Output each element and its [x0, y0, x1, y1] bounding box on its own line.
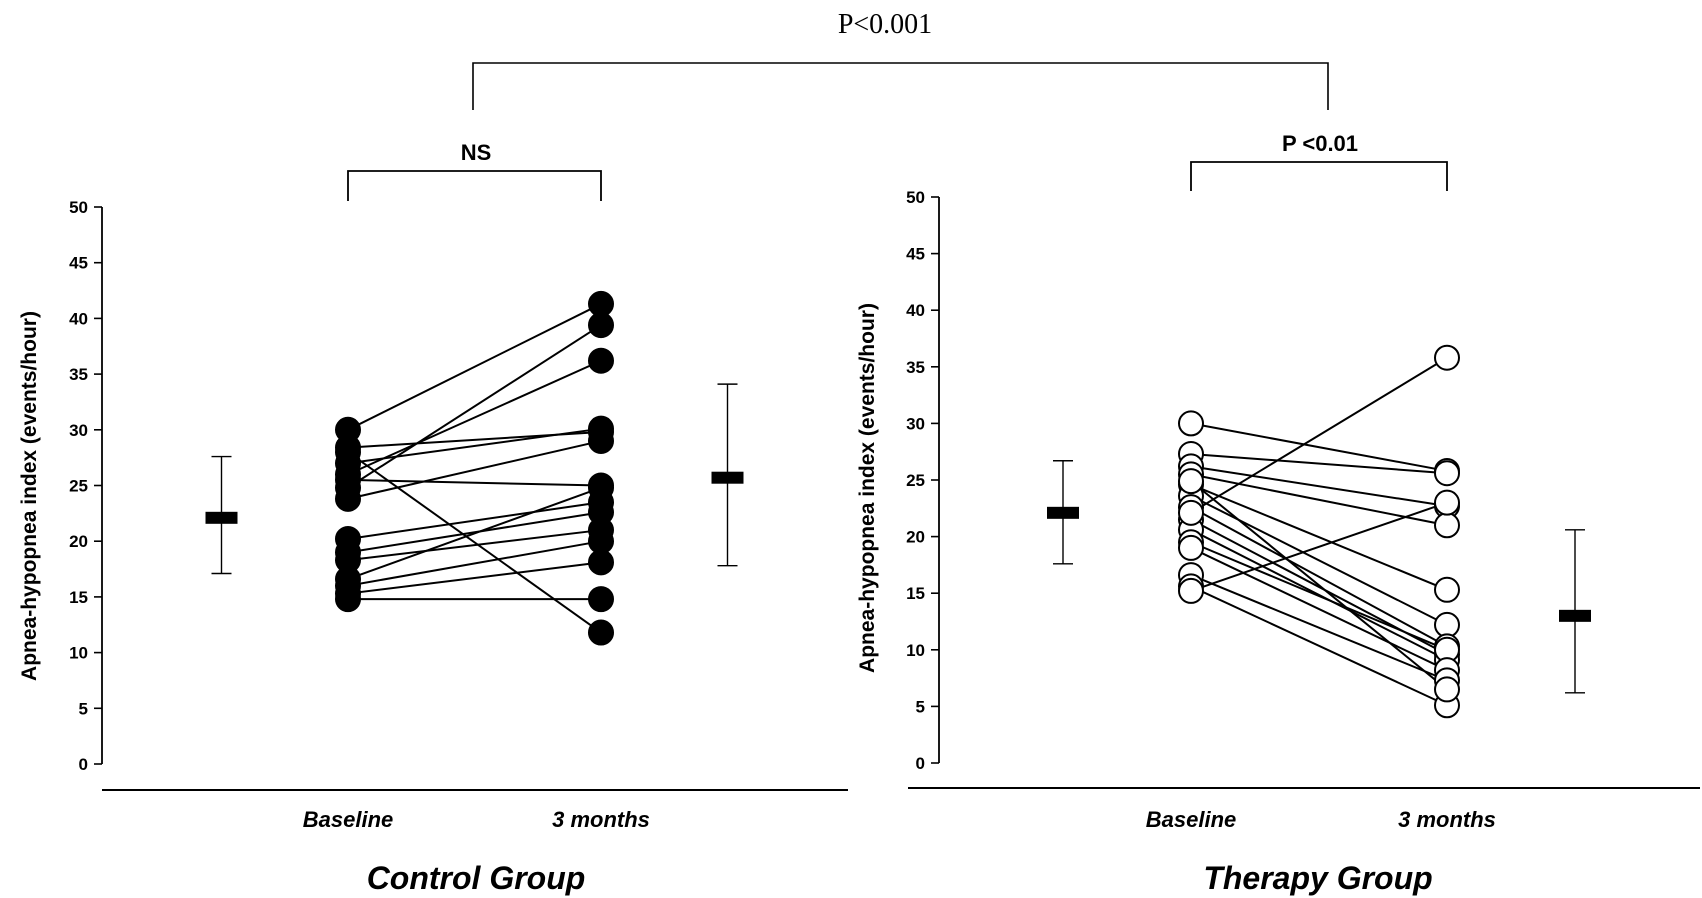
therapy-3-months-point [1434, 460, 1460, 487]
control-paired-line [347, 529, 602, 562]
therapy-baseline-point [1178, 577, 1204, 604]
therapy-paired-line [1190, 483, 1448, 591]
control-paired-line [347, 324, 602, 489]
therapy-paired-line [1190, 528, 1448, 661]
therapy-y-tick-label: 25 [906, 471, 925, 490]
therapy-y-tick-label: 10 [906, 641, 925, 660]
control-baseline-point [335, 485, 361, 512]
control-y-tick-label: 45 [69, 254, 88, 273]
control-baseline-summary-mean-marker [205, 511, 238, 524]
control-category-label: Baseline [303, 807, 394, 832]
therapy-y-tick-label: 45 [906, 245, 925, 264]
therapy-paired-line [1190, 452, 1448, 475]
overall-comparison-bracket [472, 62, 1329, 110]
control-paired-line [347, 486, 602, 581]
therapy-paired-line [1190, 574, 1448, 682]
therapy-3-months-point [1434, 576, 1460, 603]
control-3-months-point [588, 474, 614, 501]
control-category-label: 3 months [552, 807, 650, 832]
control-paired-line [347, 427, 602, 465]
control-group-panel: Control Group NS Apnea-hypopnea index (e… [18, 140, 848, 896]
overall-p-value-label: P<0.001 [838, 9, 932, 40]
therapy-paired-line [1190, 585, 1448, 707]
control-paired-line [347, 511, 602, 554]
therapy-y-axis-label: Apnea-hypopnea index (events/hour) [856, 303, 879, 673]
control-paired-line [347, 303, 602, 431]
control-baseline-point [335, 439, 361, 466]
therapy-y-tick-label: 20 [906, 528, 925, 547]
control-y-tick-label: 5 [79, 699, 88, 718]
therapy-category-label: 3 months [1398, 807, 1496, 832]
control-paired-line [347, 561, 602, 595]
control-paired-line [347, 478, 602, 487]
therapy-paired-line [1190, 480, 1448, 691]
control-y-tick-label: 25 [69, 477, 88, 496]
control-y-tick-label: 15 [69, 588, 88, 607]
therapy-baseline-point [1178, 468, 1204, 495]
therapy-3-months-point [1434, 512, 1460, 539]
therapy-paired-line [1190, 422, 1448, 472]
control-paired-line [347, 451, 602, 634]
control-y-axis-label: Apnea-hypopnea index (events/hour) [18, 311, 41, 681]
control-y-tick-label: 50 [69, 198, 88, 217]
therapy-baseline-point [1178, 534, 1204, 561]
therapy-y-tick-label: 35 [906, 358, 925, 377]
therapy-baseline-point [1178, 499, 1204, 526]
therapy-y-tick-label: 50 [906, 188, 925, 207]
therapy-3-months-summary-mean-marker [1559, 609, 1591, 622]
control-3-months-point [588, 586, 614, 613]
control-y-tick-label: 10 [69, 644, 88, 663]
therapy-bracket-label: P <0.01 [1282, 131, 1358, 156]
control-y-tick-label: 30 [69, 421, 88, 440]
therapy-y-tick-label: 30 [906, 414, 925, 433]
therapy-3-months-point [1434, 344, 1460, 371]
therapy-baseline-point [1178, 410, 1204, 437]
therapy-y-tick-label: 0 [916, 754, 925, 773]
therapy-y-tick-label: 40 [906, 301, 925, 320]
therapy-3-months-point [1434, 676, 1460, 703]
therapy-group-title: Therapy Group [1203, 860, 1432, 896]
control-paired-line [347, 540, 602, 587]
control-y-tick-label: 0 [79, 755, 88, 774]
therapy-paired-line [1190, 541, 1448, 651]
control-3-months-point [588, 619, 614, 646]
therapy-significance-bracket [1190, 161, 1448, 191]
control-group-title: Control Group [367, 860, 586, 896]
control-paired-line [347, 439, 602, 500]
control-baseline-point [335, 586, 361, 613]
control-y-tick-label: 40 [69, 309, 88, 328]
control-3-months-point [588, 347, 614, 374]
therapy-paired-line [1190, 465, 1448, 508]
therapy-3-months-point [1434, 489, 1460, 516]
control-significance-bracket [347, 170, 602, 201]
control-3-months-summary-mean-marker [711, 471, 744, 484]
control-3-months-point [588, 312, 614, 339]
therapy-paired-line [1190, 501, 1448, 592]
control-3-months-point [588, 549, 614, 576]
therapy-paired-line [1190, 356, 1448, 514]
therapy-3-months-point [1434, 611, 1460, 638]
therapy-baseline-summary-mean-marker [1047, 506, 1079, 519]
therapy-paired-line [1190, 506, 1448, 648]
control-y-tick-label: 20 [69, 532, 88, 551]
therapy-paired-line [1190, 547, 1448, 672]
control-y-tick-label: 35 [69, 365, 88, 384]
therapy-group-panel: Therapy Group P <0.01 Apnea-hypopnea ind… [856, 131, 1700, 896]
control-bracket-label: NS [461, 140, 492, 165]
control-paired-line [347, 359, 602, 476]
therapy-y-tick-label: 15 [906, 584, 925, 603]
therapy-category-label: Baseline [1146, 807, 1237, 832]
control-3-months-point [588, 427, 614, 454]
therapy-y-tick-label: 5 [916, 697, 925, 716]
control-paired-line [347, 501, 602, 540]
overall-comparison: P<0.001 [472, 9, 1329, 110]
therapy-paired-line [1190, 494, 1448, 626]
